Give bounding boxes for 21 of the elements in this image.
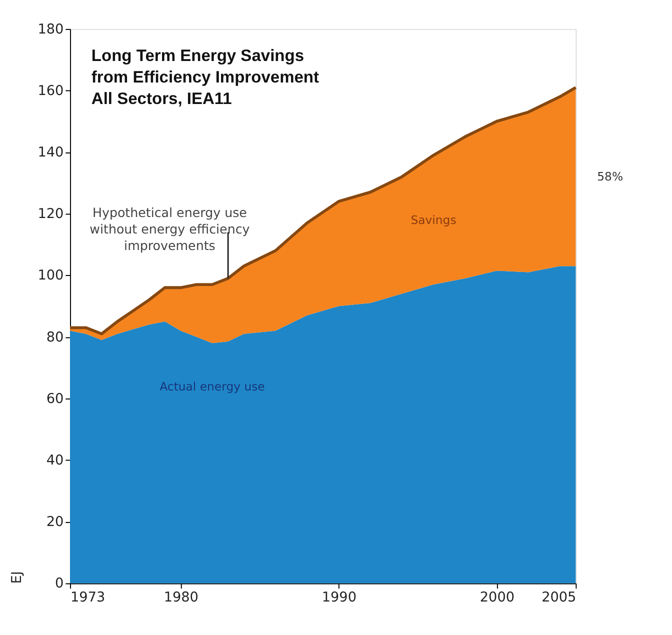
x-tick-label: 2005: [542, 589, 576, 606]
text: Long Term Energy Savings from Efficiency Improvement All Sectors, IEA11: [91, 46, 320, 108]
y-tick-label: 20: [46, 514, 64, 530]
y-tick-label: 80: [46, 329, 64, 346]
y-tick-label: 100: [38, 268, 64, 284]
x-tick-label: 1980: [164, 589, 198, 606]
x-tick-label: 1990: [322, 589, 356, 606]
y-tick-label: 180: [38, 21, 64, 38]
y-tick-label: 40: [46, 452, 64, 468]
series-label: Savings: [410, 212, 456, 227]
y-tick-label: 120: [38, 206, 64, 222]
annotation: Hypothetical energy use without energy efficiency improvements: [90, 205, 250, 254]
y-tick-label: 0: [55, 576, 64, 592]
x-tick-label: 2000: [480, 589, 515, 606]
x-tick-label: 1973: [70, 589, 106, 606]
annotation: 58%: [597, 170, 624, 184]
series-label: Actual energy use: [160, 380, 265, 394]
y-tick-label: 140: [38, 144, 64, 161]
y-tick-label: 160: [38, 82, 64, 99]
y-tick-label: 60: [46, 390, 64, 407]
y-axis-title: EJ: [9, 571, 26, 584]
